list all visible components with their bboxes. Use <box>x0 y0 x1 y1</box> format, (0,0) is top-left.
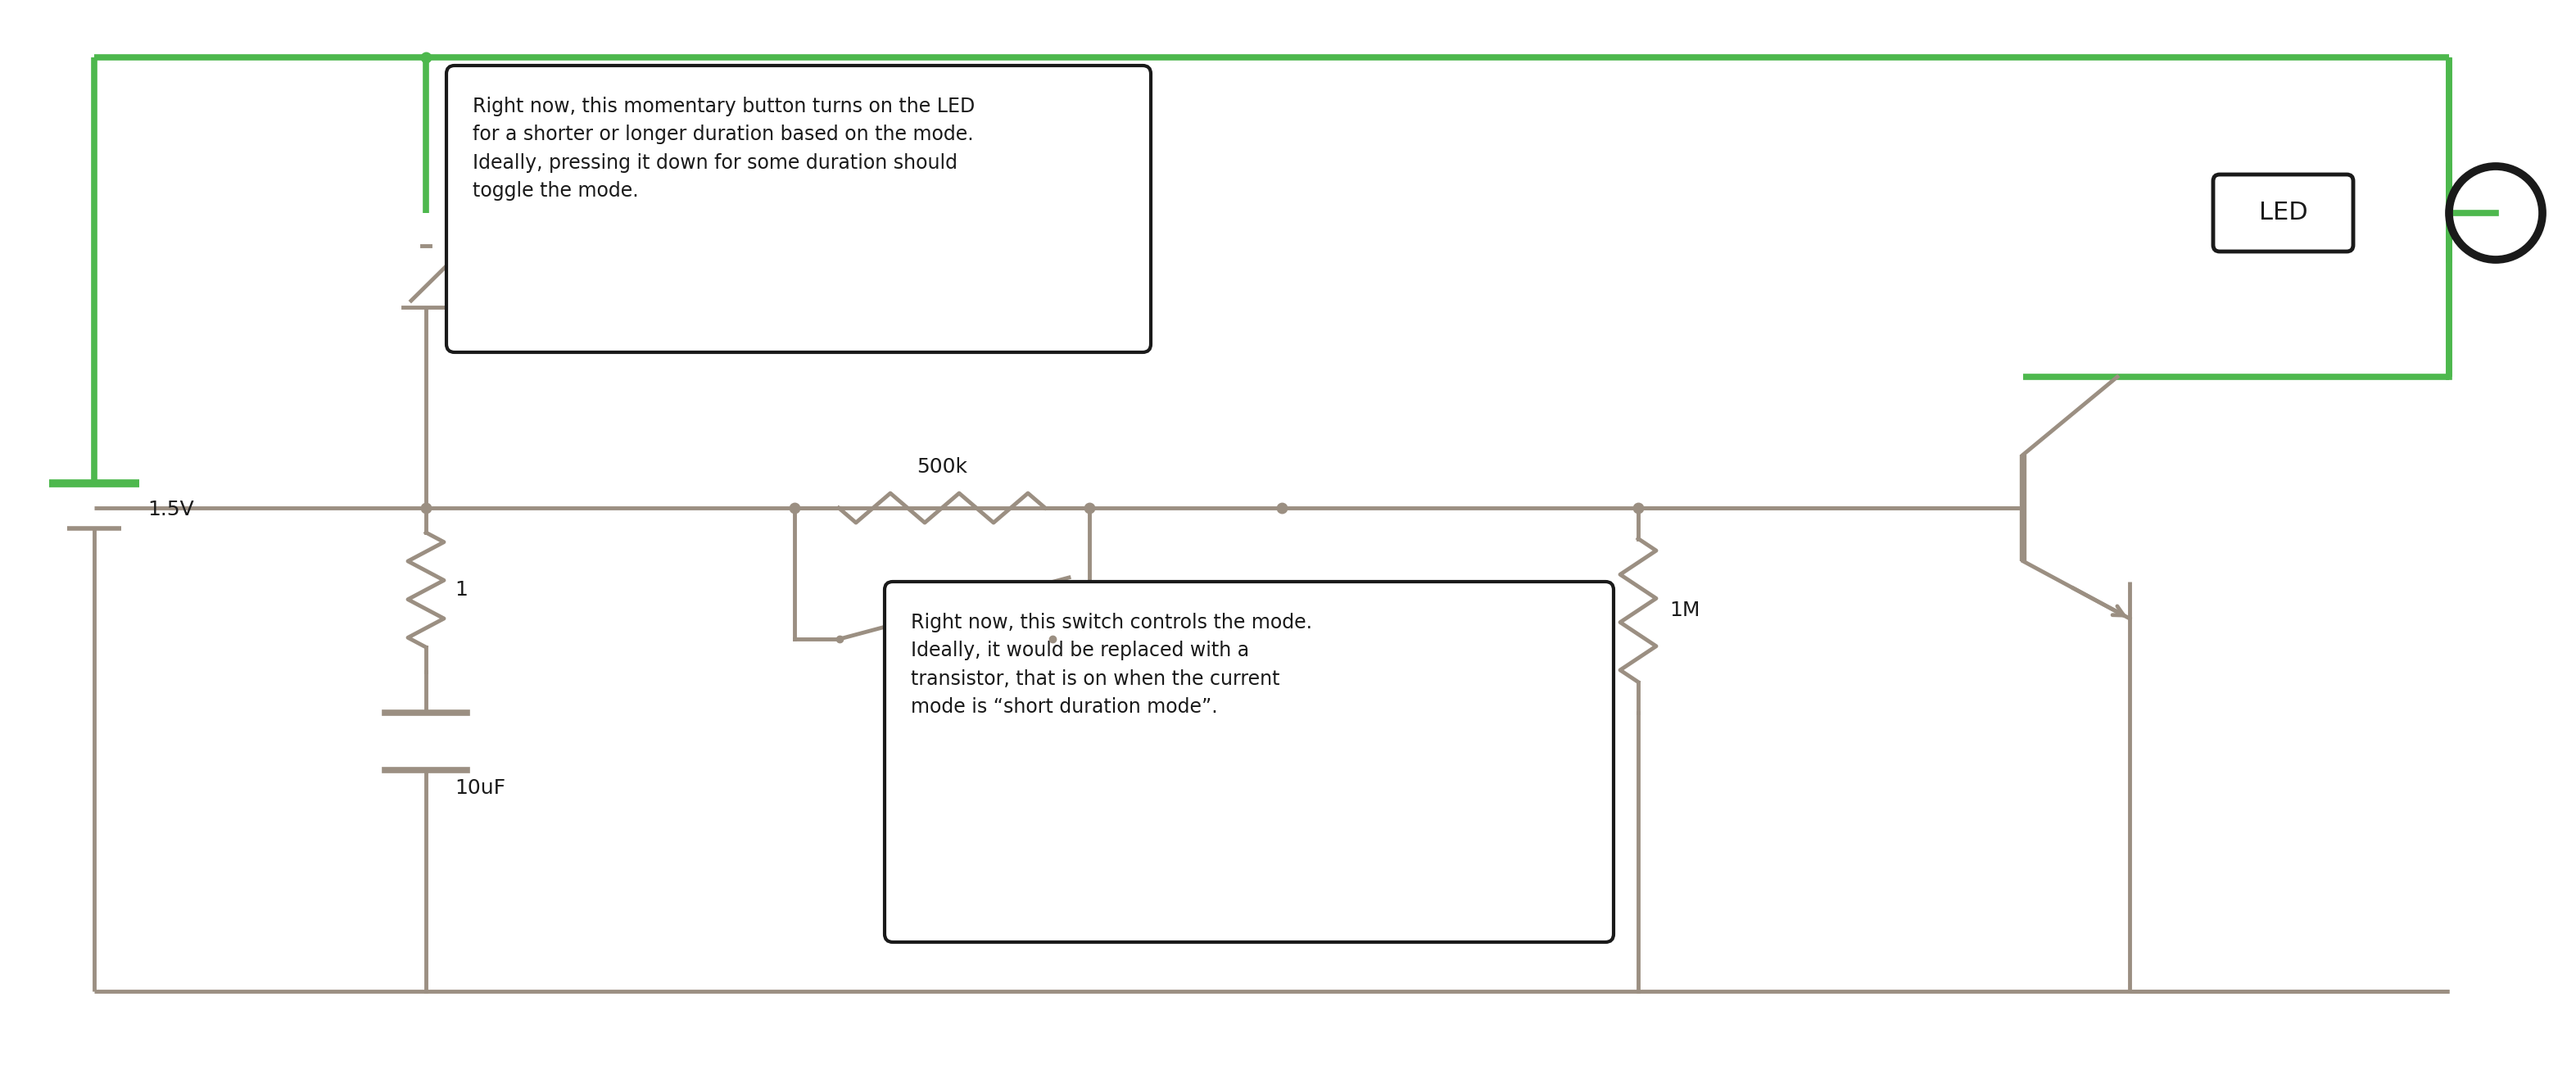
Text: 1.5V: 1.5V <box>147 499 193 520</box>
Text: 1: 1 <box>453 580 469 600</box>
FancyBboxPatch shape <box>2213 175 2354 251</box>
Text: 500k: 500k <box>917 457 969 477</box>
Text: LED: LED <box>2259 201 2308 225</box>
FancyBboxPatch shape <box>446 66 1151 353</box>
Text: Right now, this momentary button turns on the LED
for a shorter or longer durati: Right now, this momentary button turns o… <box>471 97 974 201</box>
FancyBboxPatch shape <box>884 581 1613 943</box>
Text: Right now, this switch controls the mode.
Ideally, it would be replaced with a
t: Right now, this switch controls the mode… <box>912 612 1311 717</box>
Text: 1M: 1M <box>1669 601 1700 620</box>
Text: 10uF: 10uF <box>453 779 505 798</box>
